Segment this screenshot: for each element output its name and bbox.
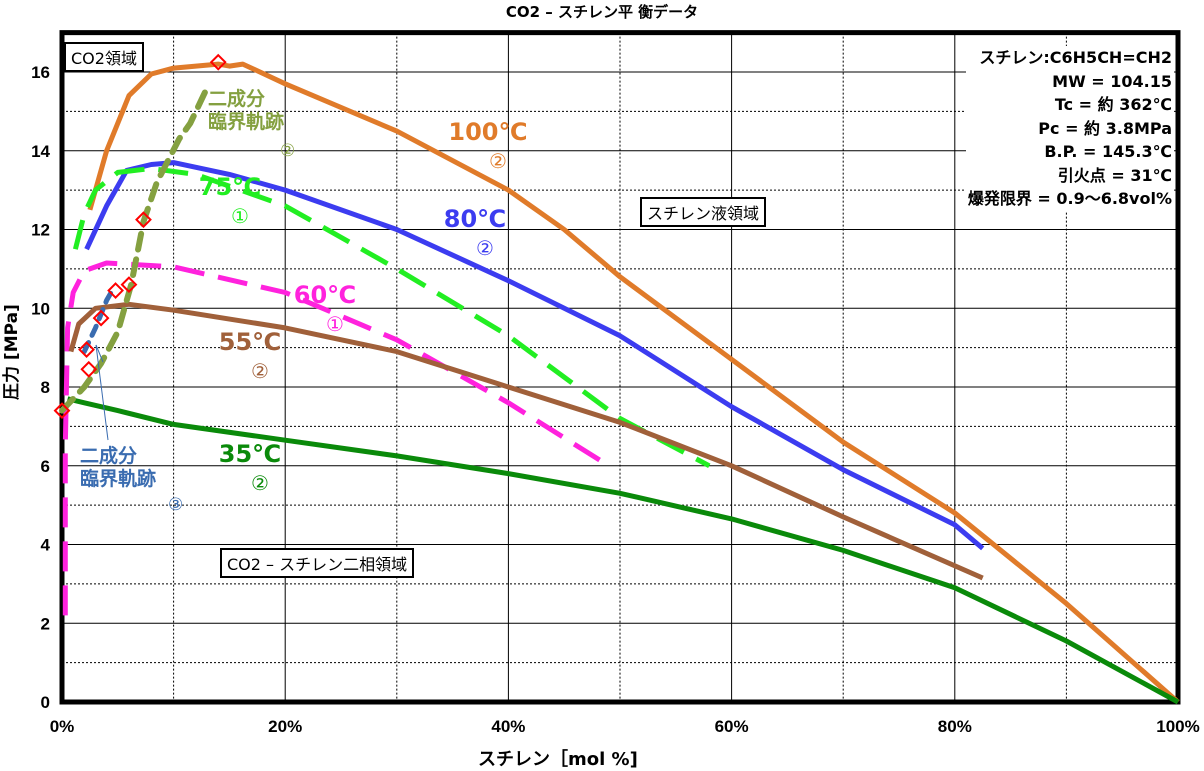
y-tick-label: 12 [31, 221, 50, 240]
critical-point-marker [135, 211, 152, 229]
critical-locus-label: 二成分 [208, 87, 265, 110]
critical-point-marker [107, 282, 124, 299]
info-line: MW = 104.15 [1052, 71, 1172, 91]
series-line [87, 61, 1180, 704]
x-tick-label: 100% [1156, 717, 1199, 736]
info-line: スチレン:C6H5CH=CH2 [979, 48, 1172, 67]
info-line: Pc = 約 3.8MPa [1038, 118, 1172, 138]
series-marker-label: ② [476, 236, 494, 260]
y-tick-label: 2 [41, 614, 50, 633]
x-tick-label: 40% [491, 717, 525, 736]
critical-locus-line [59, 84, 211, 414]
plot-frame [59, 30, 1181, 705]
critical-locus-label: 二成分 [80, 444, 137, 467]
series-marker-label: ① [231, 204, 249, 228]
critical-point-marker [53, 402, 71, 420]
critical-locus-label: 臨界軌跡 [80, 467, 156, 490]
two-phase-region-label: CO2 – スチレン二相領域 [220, 548, 415, 578]
y-tick-label: 16 [31, 63, 50, 82]
series-label: 75℃ [199, 173, 261, 201]
x-axis-label: スチレン［mol %] [478, 749, 638, 770]
critical-point-marker [80, 360, 98, 378]
x-tick-label: 60% [715, 717, 749, 736]
y-tick-label: 0 [41, 693, 50, 712]
info-line: Tc = 約 362℃ [1054, 95, 1172, 114]
y-tick-label: 6 [41, 457, 50, 476]
series-line [68, 301, 984, 581]
x-tick-label: 80% [938, 717, 972, 736]
series-label: 60℃ [294, 281, 356, 309]
co2-region-label: CO2領域 [64, 42, 144, 72]
critical-locus-line [81, 286, 116, 355]
y-tick-label: 14 [31, 142, 50, 161]
series-marker-label: ② [489, 149, 507, 173]
series-line [67, 396, 1180, 705]
y-tick-label: 4 [41, 536, 51, 555]
series-marker-label: ① [326, 312, 344, 336]
series-label: 55℃ [219, 328, 281, 356]
critical-locus-marker: ② [280, 141, 295, 161]
liquid-region-label: スチレン液領域 [640, 197, 767, 227]
critical-point-marker [209, 53, 227, 71]
info-line: 爆発限界 = 0.9～6.8vol% [967, 189, 1172, 208]
y-tick-label: 8 [41, 378, 50, 397]
styrene-info-box: スチレン:C6H5CH=CH2 MW = 104.15 Tc = 約 362℃ … [965, 46, 1174, 211]
info-line: 引火点 = 31℃ [1057, 165, 1172, 185]
pointer-line [95, 344, 109, 441]
y-axis-label: 圧力 [MPa] [2, 304, 22, 400]
series-marker-label: ② [251, 471, 269, 495]
chart-title: CO2 – スチレン平 衡データ [505, 3, 699, 21]
critical-locus-label: 臨界軌跡 [208, 110, 284, 133]
series-label: 100℃ [448, 118, 527, 146]
pointer-line [95, 344, 104, 363]
critical-point-marker [92, 309, 110, 327]
series-line [72, 166, 711, 469]
critical-point-marker [120, 276, 138, 294]
series-label: 35℃ [219, 440, 281, 468]
x-tick-label: 20% [268, 717, 302, 736]
series-label: 80℃ [444, 205, 506, 233]
y-tick-label: 10 [31, 299, 50, 318]
x-tick-label: 0% [50, 717, 75, 736]
series-marker-label: ② [251, 359, 269, 383]
critical-locus-marker: ③ [168, 495, 183, 515]
info-line: B.P. = 145.3℃ [1044, 142, 1172, 161]
critical-point-marker [78, 341, 95, 359]
